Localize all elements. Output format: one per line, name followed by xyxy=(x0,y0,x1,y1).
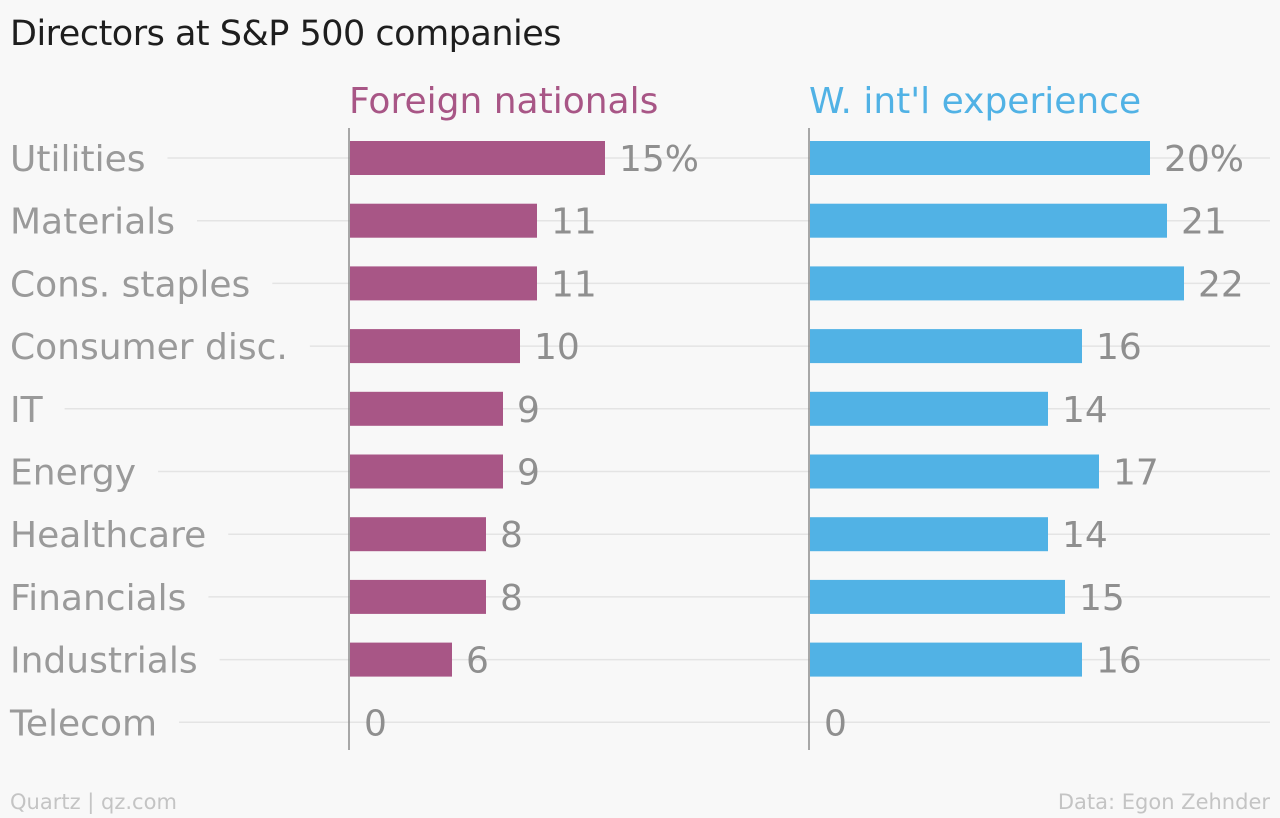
value-label: 11 xyxy=(551,264,597,305)
data-source: Data: Egon Zehnder xyxy=(1057,790,1270,814)
value-label: 6 xyxy=(466,641,489,682)
bar-w-int-l-experience-materials xyxy=(810,203,1167,238)
value-label: 21 xyxy=(1181,202,1227,243)
bar-w-int-l-experience-cons-staples xyxy=(810,266,1184,301)
bar-w-int-l-experience-financials xyxy=(810,579,1065,614)
value-label: 9 xyxy=(517,390,540,431)
bar-w-int-l-experience-it xyxy=(810,391,1048,426)
bar-w-int-l-experience-industrials xyxy=(810,642,1082,677)
value-label: 8 xyxy=(500,515,523,556)
gridlines xyxy=(64,157,1270,724)
category-labels: Utilities Materials Cons. staples Consumer … xyxy=(9,139,288,744)
category-label-financials: Financials xyxy=(10,578,186,619)
category-label-consumer-disc: Consumer disc. xyxy=(10,327,288,368)
value-label: 8 xyxy=(500,578,523,619)
bar-foreign-nationals-it xyxy=(350,391,503,426)
category-label-healthcare: Healthcare xyxy=(10,515,206,556)
value-label: 9 xyxy=(517,453,540,494)
category-label-industrials: Industrials xyxy=(10,641,198,682)
value-label: 15 xyxy=(1079,578,1125,619)
category-label-cons-staples: Cons. staples xyxy=(10,264,250,305)
value-label: 17 xyxy=(1113,453,1159,494)
value-label: 15% xyxy=(619,139,699,180)
series-header-foreign-nationals: Foreign nationals xyxy=(349,81,658,122)
bar-foreign-nationals-consumer-disc xyxy=(350,329,520,364)
value-label: 0 xyxy=(364,703,387,744)
category-label-telecom: Telecom xyxy=(9,703,157,744)
value-label: 11 xyxy=(551,202,597,243)
category-label-energy: Energy xyxy=(10,453,136,494)
bar-foreign-nationals-materials xyxy=(350,203,537,238)
chart-title: Directors at S&P 500 companies xyxy=(10,14,562,54)
value-label: 20% xyxy=(1164,139,1244,180)
value-label: 22 xyxy=(1198,264,1244,305)
value-label: 16 xyxy=(1096,641,1142,682)
series-header-w-int-l-experience: W. int'l experience xyxy=(809,81,1141,122)
bar-w-int-l-experience-healthcare xyxy=(810,517,1048,552)
source-credit: Quartz | qz.com xyxy=(10,790,177,814)
bar-w-int-l-experience-consumer-disc xyxy=(810,329,1082,364)
value-label: 10 xyxy=(534,327,580,368)
value-label: 16 xyxy=(1096,327,1142,368)
bar-foreign-nationals-industrials xyxy=(350,642,452,677)
value-label: 14 xyxy=(1062,515,1108,556)
bar-w-int-l-experience-utilities xyxy=(810,141,1150,175)
value-label: 14 xyxy=(1062,390,1108,431)
bar-foreign-nationals-utilities xyxy=(350,141,605,175)
bar-foreign-nationals-cons-staples xyxy=(350,266,537,301)
value-label: 0 xyxy=(824,703,847,744)
bar-w-int-l-experience-energy xyxy=(810,454,1099,489)
bar-foreign-nationals-financials xyxy=(350,579,486,614)
category-label-it: IT xyxy=(10,390,44,431)
bar-foreign-nationals-energy xyxy=(350,454,503,489)
bar-foreign-nationals-healthcare xyxy=(350,517,486,552)
category-label-utilities: Utilities xyxy=(10,139,146,180)
category-label-materials: Materials xyxy=(10,202,175,243)
